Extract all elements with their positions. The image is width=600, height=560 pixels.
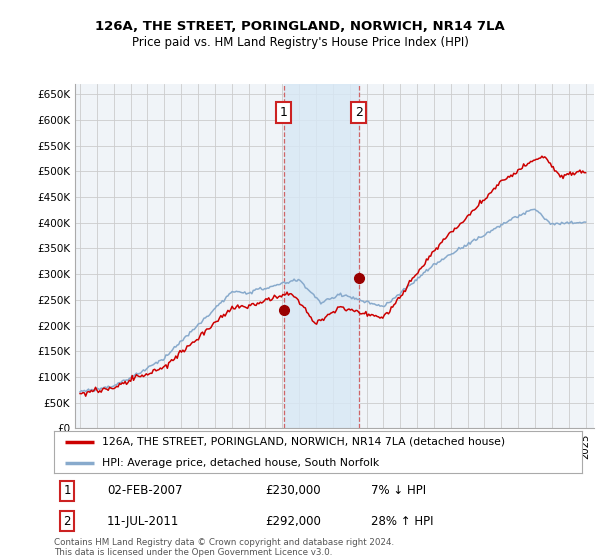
Text: Price paid vs. HM Land Registry's House Price Index (HPI): Price paid vs. HM Land Registry's House …	[131, 36, 469, 49]
Text: 28% ↑ HPI: 28% ↑ HPI	[371, 515, 433, 528]
Text: £230,000: £230,000	[265, 484, 321, 497]
Text: 11-JUL-2011: 11-JUL-2011	[107, 515, 179, 528]
Text: 126A, THE STREET, PORINGLAND, NORWICH, NR14 7LA (detached house): 126A, THE STREET, PORINGLAND, NORWICH, N…	[101, 437, 505, 447]
Text: 02-FEB-2007: 02-FEB-2007	[107, 484, 182, 497]
Text: 2: 2	[64, 515, 71, 528]
Text: HPI: Average price, detached house, South Norfolk: HPI: Average price, detached house, Sout…	[101, 458, 379, 468]
Text: £292,000: £292,000	[265, 515, 321, 528]
Text: 1: 1	[280, 106, 287, 119]
Text: 126A, THE STREET, PORINGLAND, NORWICH, NR14 7LA: 126A, THE STREET, PORINGLAND, NORWICH, N…	[95, 20, 505, 32]
Text: Contains HM Land Registry data © Crown copyright and database right 2024.
This d: Contains HM Land Registry data © Crown c…	[54, 538, 394, 557]
Bar	[284, 84, 359, 428]
Text: 7% ↓ HPI: 7% ↓ HPI	[371, 484, 426, 497]
Text: 2: 2	[355, 106, 362, 119]
Text: 1: 1	[64, 484, 71, 497]
